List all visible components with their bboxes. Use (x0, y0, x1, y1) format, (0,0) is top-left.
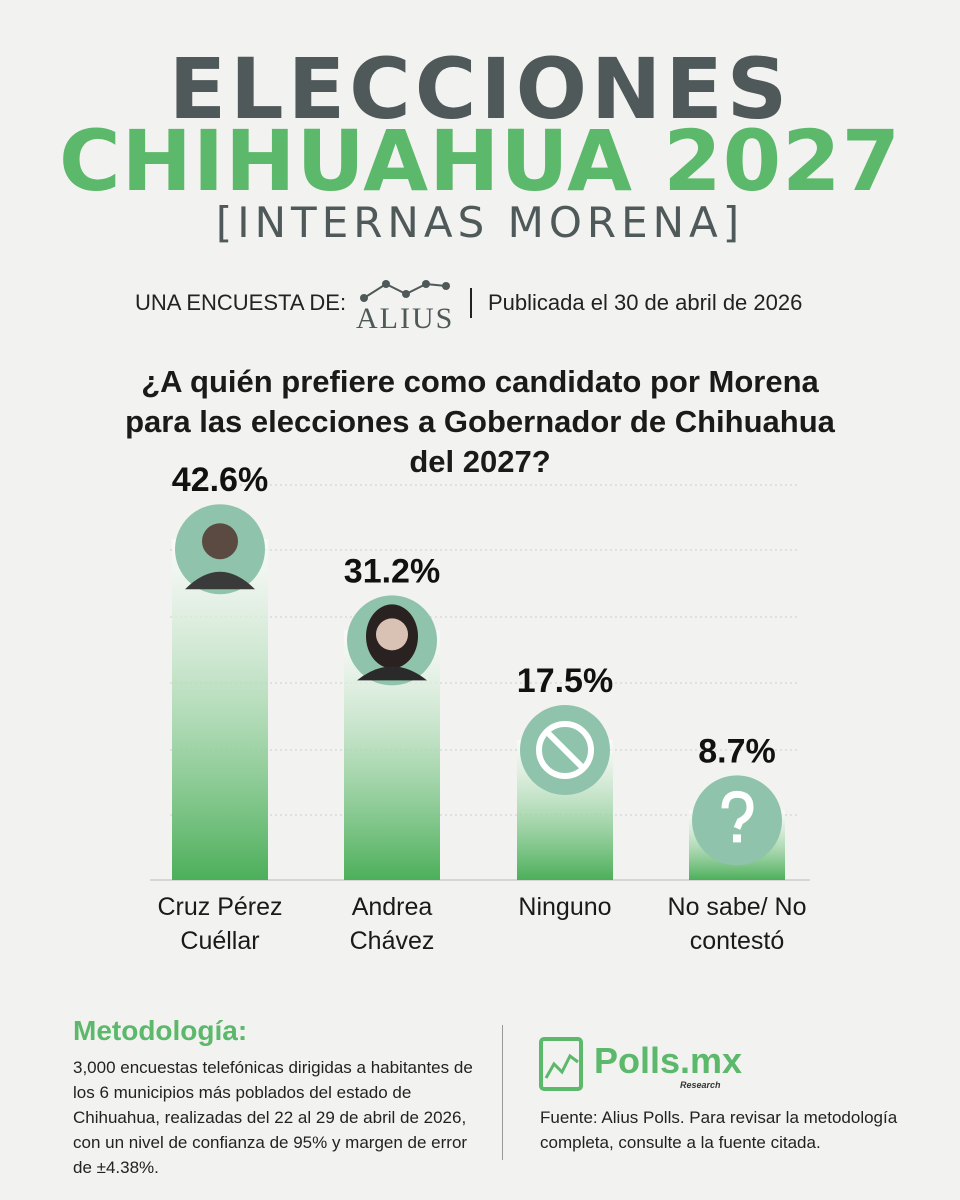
avatar-body (357, 666, 427, 681)
ban-slash (544, 729, 586, 771)
avatar-face (376, 618, 408, 651)
category-label: Cruz Pérez Cuéllar (157, 893, 283, 955)
icon (536, 721, 594, 779)
methodology-heading: Metodología: (73, 1015, 248, 1046)
divider (502, 1025, 503, 1160)
separator (470, 288, 472, 318)
question: ¿A quién prefiere como candidato por Mor… (125, 364, 835, 479)
bar (172, 539, 268, 880)
grid (170, 484, 800, 816)
title-line2: CHIHUAHUA 2027 (58, 112, 902, 210)
pollster-logo-icon (360, 280, 450, 302)
chart: 42.6% 31.2% 17.5% 8.7% (150, 461, 810, 881)
value-label: 31.2% (344, 552, 440, 590)
methodology-text: 3,000 encuestas telefónicas dirigidas a … (73, 1058, 473, 1177)
category-label: Andrea Chávez (349, 893, 435, 955)
published-date: Publicada el 30 de abril de 2026 (488, 290, 803, 315)
icon (357, 604, 427, 681)
question-dot (733, 834, 741, 843)
icon (721, 790, 754, 843)
value-label: 17.5% (517, 662, 613, 700)
brand-tag: Research (680, 1080, 721, 1090)
value-label: 8.7% (698, 732, 776, 770)
brand-icon (539, 1037, 583, 1091)
source: Fuente: Alius Polls. Para revisar la met… (540, 1108, 898, 1152)
subtitle: [INTERNAS MORENA] (215, 198, 745, 247)
title-line1: ELECCIONES (168, 40, 792, 138)
ban-ring (536, 721, 594, 779)
icon (185, 523, 255, 590)
category-label: Ninguno (518, 893, 612, 921)
brand: Polls.mx (594, 1040, 743, 1081)
question-hook (721, 790, 754, 830)
avatar-head (202, 523, 238, 560)
survey-label: UNA ENCUESTA DE: (135, 290, 347, 315)
avatar-body (185, 571, 255, 590)
pollster-logo: ALIUS (356, 302, 455, 335)
category-label: No sabe/ No contestó (667, 893, 807, 955)
value-label: 42.6% (172, 461, 268, 499)
